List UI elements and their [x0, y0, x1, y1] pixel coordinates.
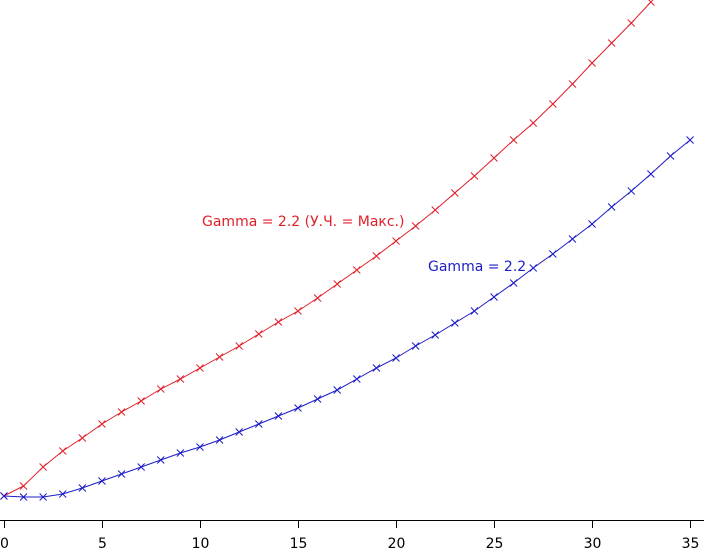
point-marker — [392, 354, 400, 362]
x-tick-label: 10 — [192, 536, 210, 550]
point-marker — [215, 436, 224, 444]
point-marker — [254, 330, 263, 338]
point-marker — [568, 235, 577, 243]
point-marker — [274, 412, 283, 420]
point-marker — [431, 206, 440, 214]
point-marker — [156, 456, 165, 464]
point-marker — [431, 331, 440, 339]
point-marker — [156, 385, 165, 393]
x-tick-label: 15 — [290, 536, 308, 550]
point-marker — [333, 280, 342, 288]
x-tick-label: 30 — [584, 536, 602, 550]
x-tick-label: 20 — [388, 536, 406, 550]
point-marker — [313, 395, 322, 403]
point-marker — [117, 470, 126, 478]
point-marker — [254, 420, 263, 428]
point-marker — [176, 375, 185, 383]
point-marker — [98, 477, 106, 485]
point-marker — [333, 386, 342, 394]
point-marker — [294, 404, 302, 412]
point-marker — [19, 482, 28, 490]
point-marker — [686, 136, 694, 144]
point-marker — [78, 434, 87, 442]
point-marker — [588, 220, 596, 228]
point-marker — [117, 408, 126, 416]
point-marker — [392, 237, 400, 245]
point-marker — [215, 353, 224, 361]
point-marker — [470, 172, 479, 180]
x-tick-label: 35 — [682, 536, 700, 550]
x-tick-label: 25 — [486, 536, 504, 550]
point-marker — [627, 187, 636, 195]
point-marker — [294, 307, 302, 315]
point-marker — [470, 307, 479, 315]
point-marker — [411, 342, 420, 350]
point-marker — [78, 484, 87, 492]
point-marker — [548, 250, 557, 258]
point-marker — [313, 294, 322, 302]
point-marker — [588, 59, 596, 67]
point-marker — [176, 449, 185, 457]
x-tick-label: 0 — [0, 536, 9, 550]
point-marker — [58, 490, 67, 498]
point-marker — [607, 203, 616, 211]
point-marker — [274, 318, 283, 326]
point-marker — [548, 100, 557, 108]
point-marker — [39, 463, 47, 471]
point-marker — [411, 222, 420, 230]
point-marker — [647, 0, 655, 6]
point-marker — [58, 447, 67, 455]
point-marker — [607, 39, 616, 47]
point-marker — [372, 252, 381, 260]
point-marker — [490, 154, 498, 162]
point-marker — [568, 80, 577, 88]
point-marker — [196, 443, 204, 451]
point-marker — [490, 293, 498, 301]
point-marker — [137, 397, 146, 405]
point-marker — [529, 119, 538, 127]
point-marker — [509, 136, 518, 144]
series-line — [3, 1, 652, 497]
point-marker — [666, 152, 675, 160]
point-marker — [352, 266, 361, 274]
point-marker — [450, 319, 459, 327]
x-tick-label: 5 — [98, 536, 107, 550]
point-marker — [352, 375, 361, 383]
point-marker — [196, 364, 204, 372]
series-label: Gamma = 2.2 — [428, 259, 526, 275]
point-marker — [39, 493, 47, 501]
series-label: Gamma = 2.2 (У.Ч. = Макс.) — [202, 214, 404, 230]
point-marker — [529, 264, 538, 272]
point-marker — [627, 19, 636, 27]
point-marker — [450, 189, 459, 197]
point-marker — [0, 492, 8, 500]
series-line — [3, 139, 691, 498]
point-marker — [137, 463, 146, 471]
point-marker — [509, 279, 518, 287]
point-marker — [98, 420, 106, 428]
point-marker — [19, 493, 28, 501]
point-marker — [372, 364, 381, 372]
point-marker — [647, 170, 655, 178]
point-marker — [235, 428, 244, 436]
point-marker — [235, 342, 244, 350]
